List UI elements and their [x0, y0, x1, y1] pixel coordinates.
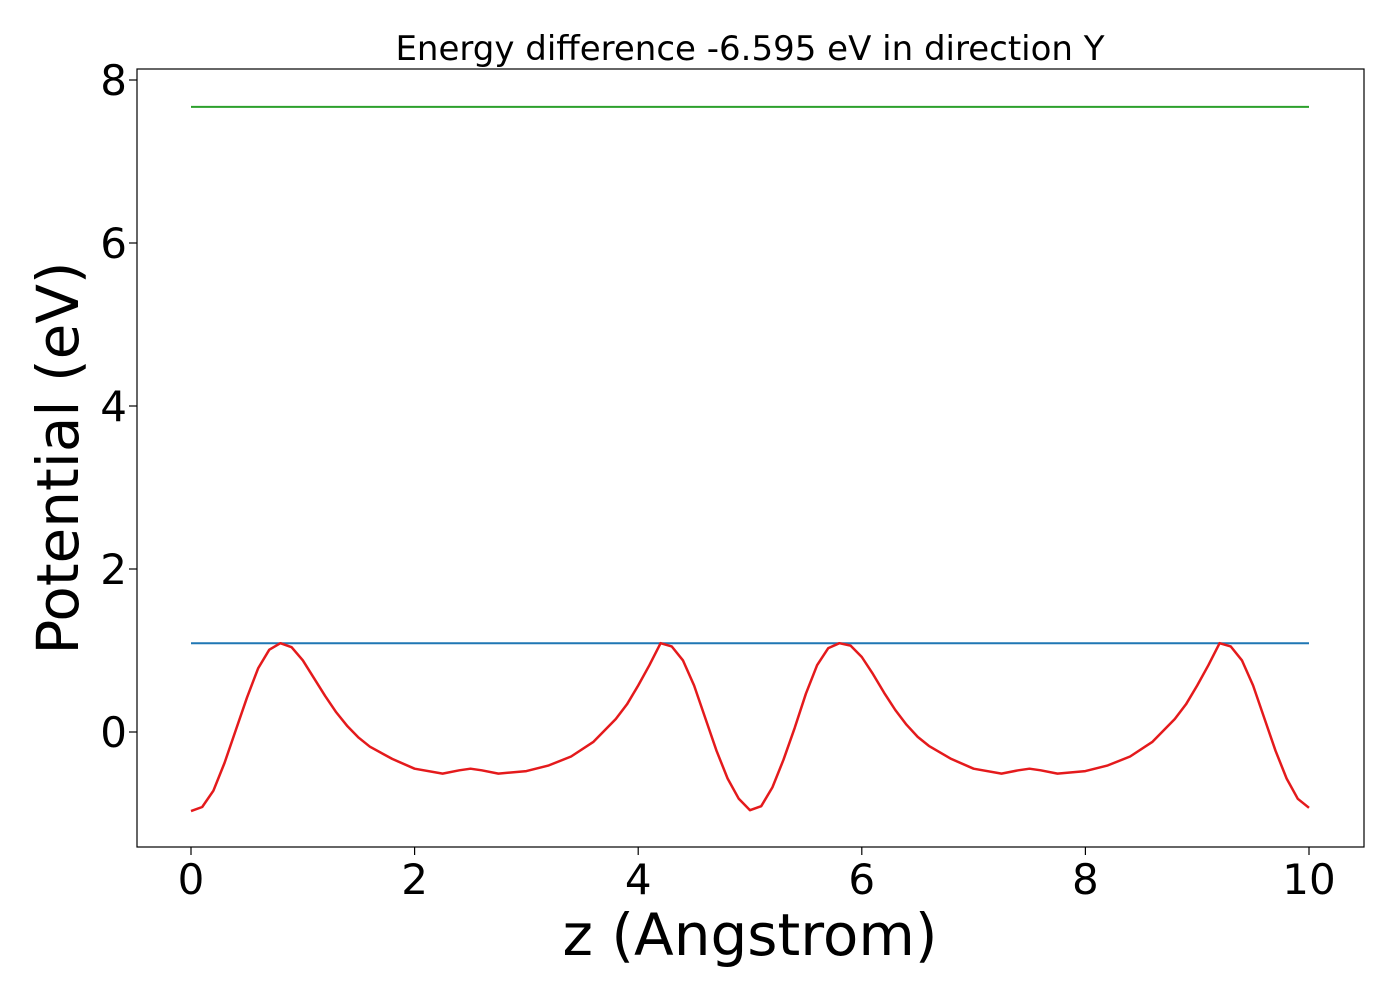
plot-area	[190, 105, 1310, 813]
y-tick-label: 8	[100, 56, 127, 105]
axes: 0 2 4 6 8 10 0 2 4 6 8	[100, 56, 1365, 904]
x-axis-label: z (Angstrom)	[563, 901, 938, 969]
y-tick-label: 0	[100, 708, 127, 757]
x-tick-label: 2	[401, 855, 428, 904]
y-tick-label: 6	[100, 219, 127, 268]
chart-title: Energy difference -6.595 eV in direction…	[395, 29, 1104, 69]
series-line-3	[190, 641, 1310, 813]
y-tick-label: 4	[100, 382, 127, 431]
x-tick-label: 4	[625, 855, 652, 904]
x-tick-label: 6	[848, 855, 875, 904]
x-tick-label: 8	[1072, 855, 1099, 904]
x-tick-label: 0	[178, 855, 205, 904]
x-tick-label: 10	[1282, 855, 1335, 904]
y-tick-label: 2	[100, 545, 127, 594]
axes-frame	[136, 68, 1365, 848]
y-axis-label: Potential (eV)	[24, 261, 92, 654]
